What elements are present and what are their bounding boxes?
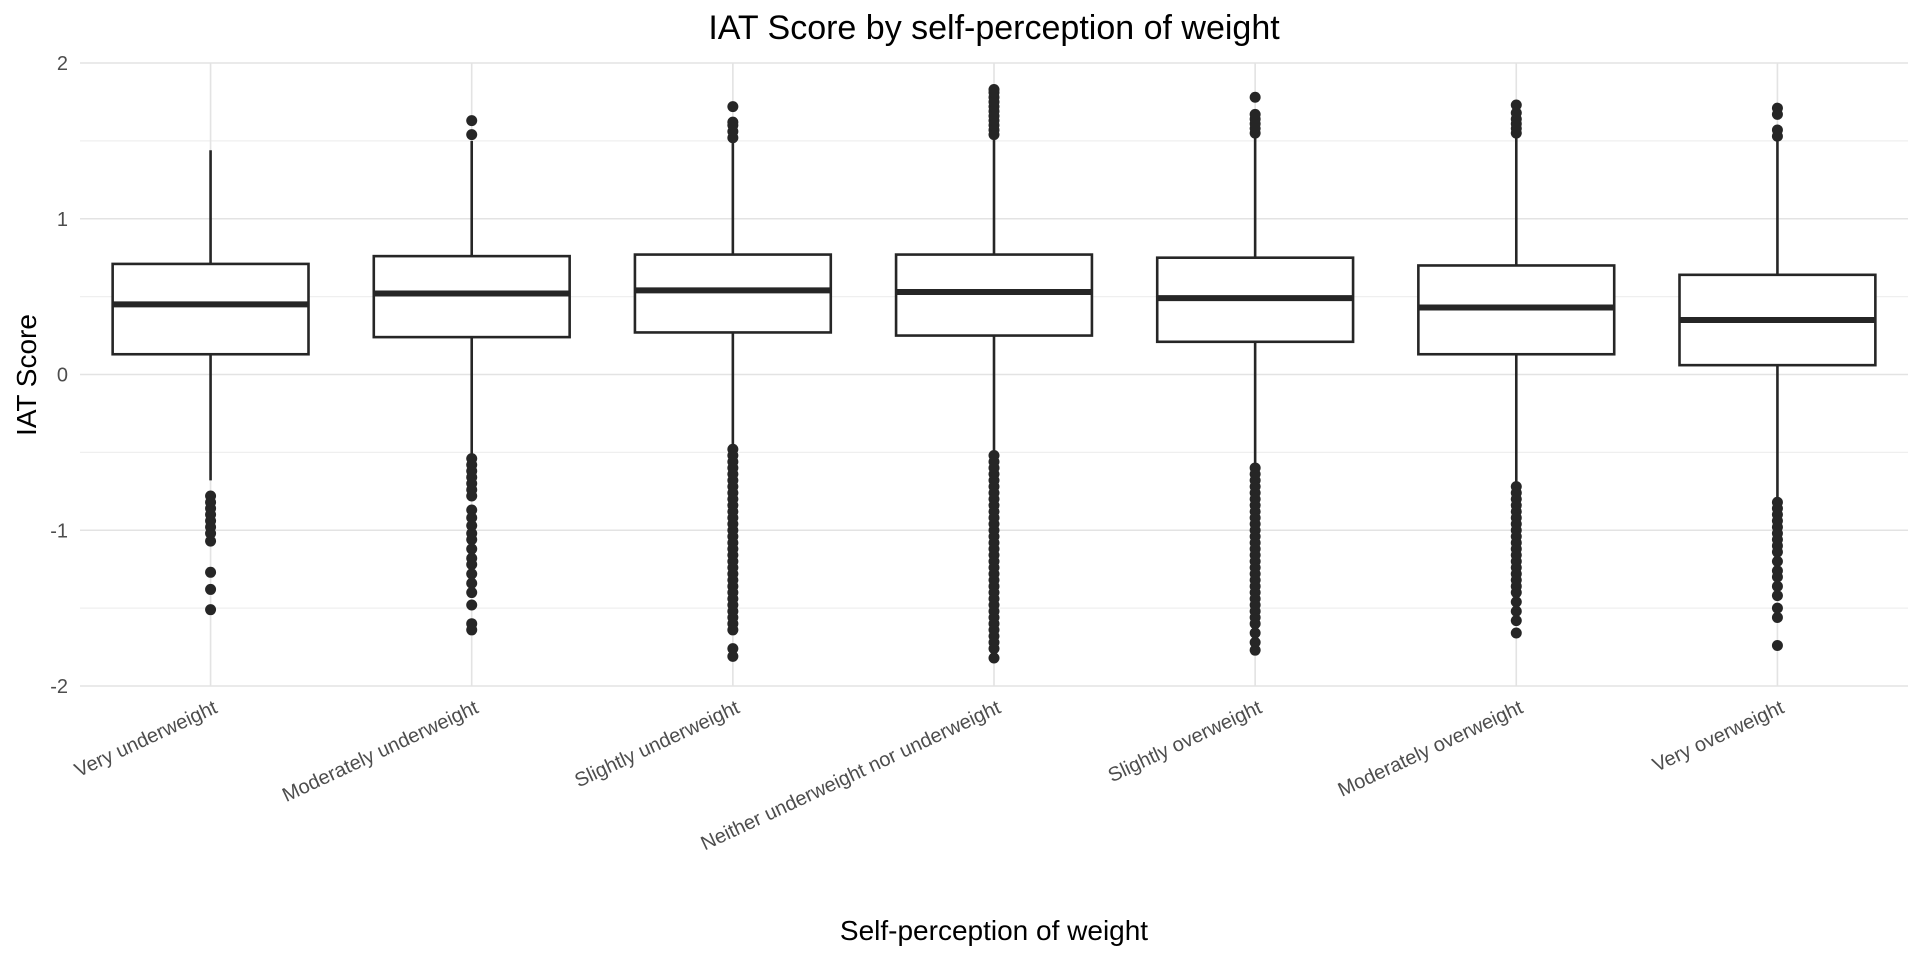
iqr-box xyxy=(894,253,1094,337)
outlier-point xyxy=(466,512,478,524)
outlier-point xyxy=(466,129,478,141)
outlier-point xyxy=(205,583,217,595)
outlier-point xyxy=(1249,627,1261,639)
outlier-point xyxy=(1249,108,1261,120)
iqr-box xyxy=(633,253,833,334)
x-tick-label: Neither underweight nor underweight xyxy=(698,696,1005,855)
outlier-point xyxy=(727,650,739,662)
chart-title: IAT Score by self-perception of weight xyxy=(708,9,1280,47)
outlier-point xyxy=(1771,555,1783,567)
y-tick-label: 2 xyxy=(57,53,68,75)
outlier-point xyxy=(1771,611,1783,623)
box-2 xyxy=(372,115,571,636)
outlier-point xyxy=(1771,602,1783,614)
boxplot-series xyxy=(111,83,1877,664)
outlier-point xyxy=(466,504,478,516)
box-7 xyxy=(1678,102,1877,652)
iqr-box xyxy=(372,254,571,339)
box-1 xyxy=(111,150,310,616)
outlier-point xyxy=(727,101,739,113)
x-tick-label: Very underweight xyxy=(71,696,221,781)
x-tick-label: Very overweight xyxy=(1649,696,1788,776)
y-axis-title: IAT Score xyxy=(11,314,42,436)
outlier-point xyxy=(1771,102,1783,114)
outlier-point xyxy=(205,535,217,547)
x-tick-label: Slightly underweight xyxy=(571,696,743,792)
outlier-point xyxy=(466,543,478,555)
outlier-point xyxy=(1249,636,1261,648)
y-tick-label: 0 xyxy=(57,365,68,387)
x-tick-label: Slightly overweight xyxy=(1105,696,1266,787)
outlier-point xyxy=(1771,580,1783,592)
x-axis-title: Self-perception of weight xyxy=(840,915,1148,946)
outlier-point xyxy=(205,527,217,539)
outlier-point xyxy=(1771,590,1783,602)
outlier-point xyxy=(1510,596,1522,608)
outlier-point xyxy=(727,643,739,655)
box-6 xyxy=(1417,99,1616,639)
box-4 xyxy=(894,83,1094,664)
outlier-point xyxy=(988,652,1000,664)
outlier-point xyxy=(1771,571,1783,583)
box-3 xyxy=(633,101,833,662)
outlier-point xyxy=(1771,124,1783,136)
outlier-point xyxy=(1249,91,1261,103)
outlier-point xyxy=(466,520,478,532)
x-tick-label: Moderately underweight xyxy=(279,696,482,806)
outlier-point xyxy=(466,559,478,571)
outlier-point xyxy=(988,83,1000,95)
outlier-point xyxy=(205,604,217,616)
y-tick-label: -1 xyxy=(50,520,68,542)
outlier-point xyxy=(205,566,217,578)
outlier-point xyxy=(1771,546,1783,558)
outlier-point xyxy=(1510,587,1522,599)
outlier-point xyxy=(1510,627,1522,639)
outlier-point xyxy=(466,587,478,599)
outlier-point xyxy=(1510,99,1522,111)
outlier-point xyxy=(988,643,1000,655)
x-tick-label: Moderately overweight xyxy=(1335,696,1527,801)
y-tick-label: -2 xyxy=(50,676,68,698)
outlier-point xyxy=(727,116,739,128)
outlier-point xyxy=(1510,615,1522,627)
outlier-point xyxy=(466,599,478,611)
outlier-point xyxy=(1249,644,1261,656)
outlier-point xyxy=(466,624,478,636)
outlier-point xyxy=(727,624,739,636)
y-tick-label: 1 xyxy=(57,209,68,231)
outlier-point xyxy=(466,115,478,127)
outlier-point xyxy=(1510,605,1522,617)
outlier-point xyxy=(1771,640,1783,652)
outlier-point xyxy=(466,534,478,546)
outlier-point xyxy=(466,577,478,589)
iqr-box xyxy=(111,262,310,356)
outlier-point xyxy=(1510,107,1522,119)
outlier-point xyxy=(466,568,478,580)
outlier-point xyxy=(1249,618,1261,630)
box-5 xyxy=(1155,91,1355,656)
outlier-point xyxy=(466,490,478,502)
